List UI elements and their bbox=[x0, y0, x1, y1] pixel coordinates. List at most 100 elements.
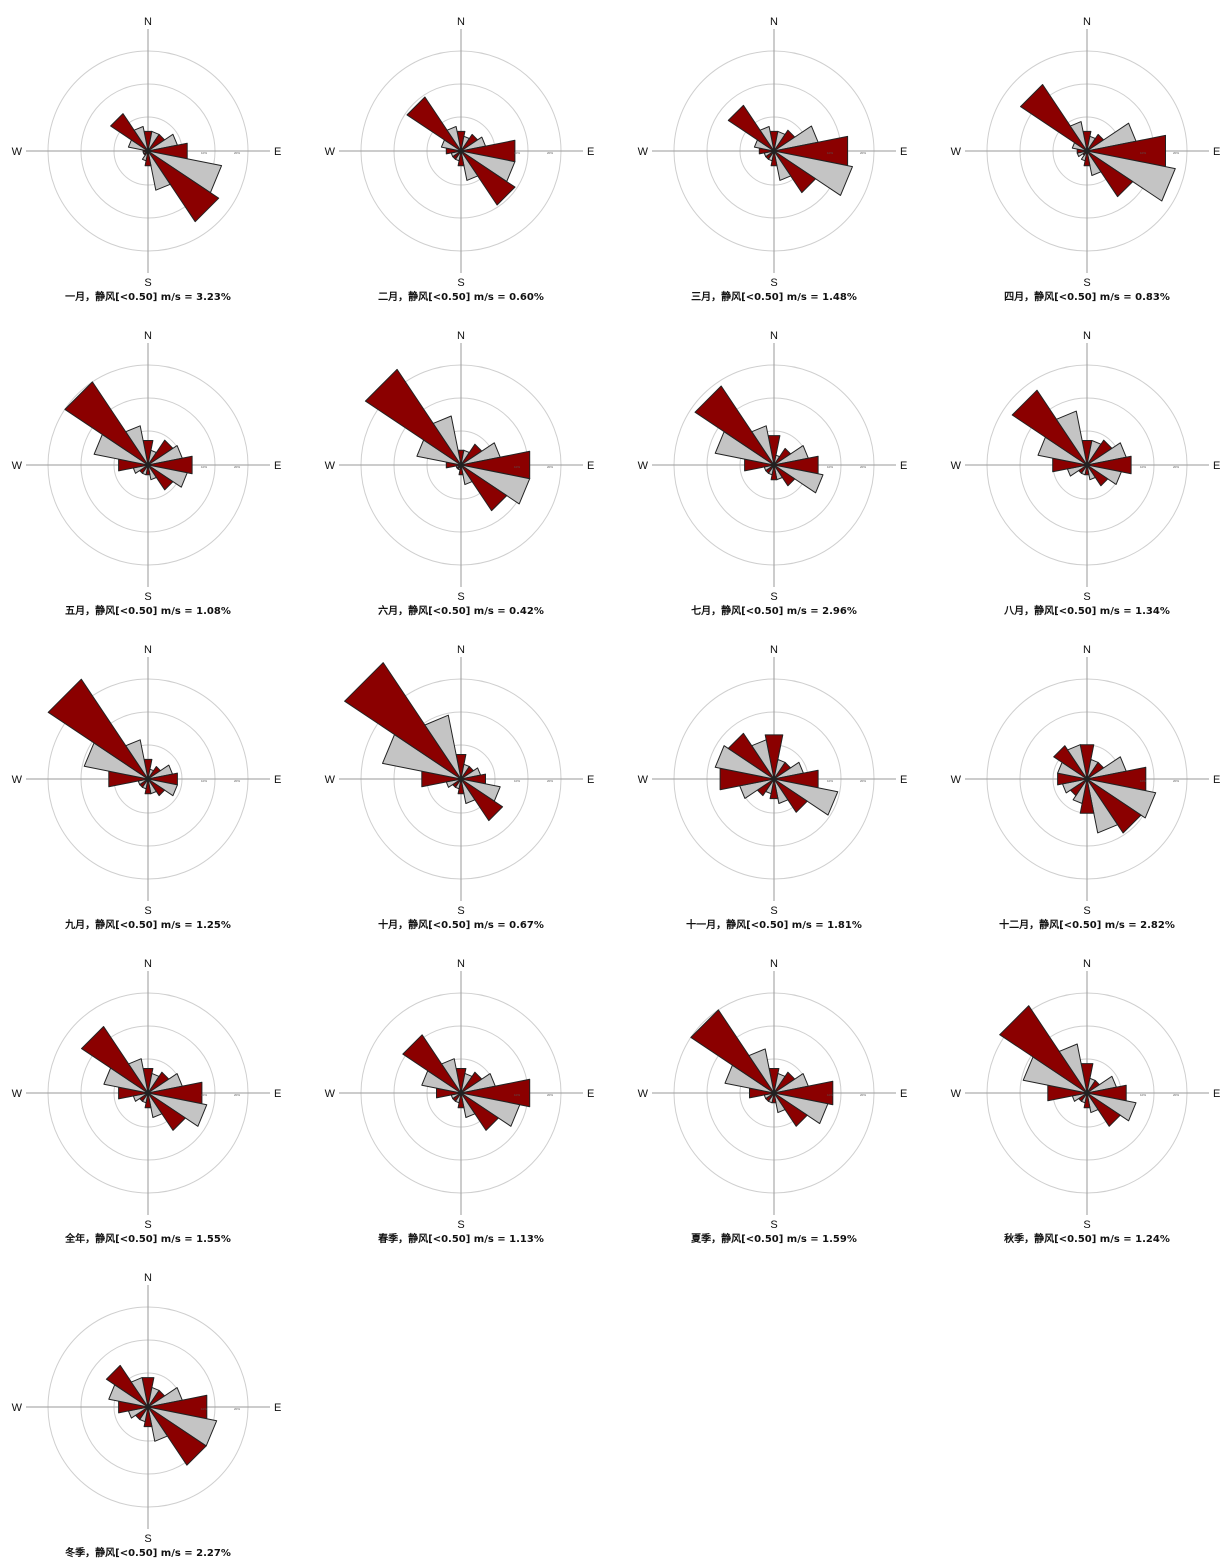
panel-caption: 冬季，静风[<0.50] m/s = 2.27% bbox=[65, 1546, 231, 1559]
south-label: S bbox=[457, 277, 464, 289]
ring-label: 20% bbox=[547, 151, 553, 155]
ring-label: 20% bbox=[860, 465, 866, 469]
panel-caption: 十二月，静风[<0.50] m/s = 2.82% bbox=[999, 918, 1175, 931]
wind-petal-SE bbox=[460, 464, 508, 512]
south-label: S bbox=[1083, 1219, 1090, 1231]
panel-caption: 夏季，静风[<0.50] m/s = 1.59% bbox=[690, 1232, 857, 1245]
wind-petal-NNW bbox=[1055, 410, 1088, 466]
ring-label: 20% bbox=[860, 151, 866, 155]
east-label: E bbox=[900, 1088, 907, 1100]
ring-label: 10% bbox=[201, 151, 207, 155]
west-label: W bbox=[638, 1088, 649, 1100]
wind-petal-NNW bbox=[1058, 1043, 1088, 1094]
wind-petal-NNW bbox=[759, 126, 775, 152]
south-label: S bbox=[457, 591, 464, 603]
wind-rose-panel: 10% 20% N S E W 七月，静风[<0.50] m/s = 2.96% bbox=[638, 330, 908, 617]
ring-label: 20% bbox=[234, 151, 240, 155]
wind-petal-SE bbox=[1086, 150, 1134, 198]
west-label: W bbox=[638, 774, 649, 786]
east-label: E bbox=[587, 1088, 594, 1100]
wind-petal-NNW bbox=[1067, 744, 1088, 780]
north-label: N bbox=[144, 330, 152, 342]
east-label: E bbox=[1213, 774, 1220, 786]
wind-petal-NNW bbox=[424, 714, 462, 780]
wind-petal-NNW bbox=[125, 739, 149, 780]
wind-petal-NW bbox=[64, 381, 149, 466]
south-label: S bbox=[1083, 277, 1090, 289]
panel-caption: 四月，静风[<0.50] m/s = 0.83% bbox=[1004, 290, 1170, 303]
wind-petal-NNW bbox=[1069, 121, 1088, 152]
wind-petal-NNW bbox=[432, 415, 462, 466]
ring-label: 20% bbox=[1173, 151, 1179, 155]
wind-petal-NNW bbox=[751, 739, 775, 780]
ring-label: 20% bbox=[1173, 465, 1179, 469]
ring-label: 10% bbox=[1140, 151, 1146, 155]
south-label: S bbox=[1083, 905, 1090, 917]
wind-petal-NNW bbox=[128, 1058, 149, 1094]
ring-label: 10% bbox=[514, 151, 520, 155]
west-label: W bbox=[12, 146, 23, 158]
wind-rose-panel: 10% 20% N S E W 夏季，静风[<0.50] m/s = 1.59% bbox=[638, 958, 908, 1245]
wind-petal-NW bbox=[690, 1009, 775, 1094]
wind-petal-SE bbox=[147, 150, 220, 223]
west-label: W bbox=[638, 460, 649, 472]
south-label: S bbox=[770, 591, 777, 603]
south-label: S bbox=[457, 905, 464, 917]
south-label: S bbox=[770, 277, 777, 289]
wind-rose-panel: 10% 20% N S E W 八月，静风[<0.50] m/s = 1.34% bbox=[951, 330, 1220, 617]
west-label: W bbox=[12, 460, 23, 472]
north-label: N bbox=[457, 958, 465, 970]
west-label: W bbox=[12, 1088, 23, 1100]
north-label: N bbox=[1083, 330, 1091, 342]
ring-label: 20% bbox=[234, 1407, 240, 1411]
north-label: N bbox=[144, 16, 152, 28]
wind-petal-SSE bbox=[147, 150, 171, 191]
wind-petal-NW bbox=[406, 96, 462, 152]
west-label: W bbox=[951, 460, 962, 472]
east-label: E bbox=[274, 1402, 281, 1414]
south-label: S bbox=[144, 1219, 151, 1231]
ring-label: 20% bbox=[1173, 779, 1179, 783]
panel-caption: 秋季，静风[<0.50] m/s = 1.24% bbox=[1004, 1232, 1170, 1245]
ring-label: 10% bbox=[201, 1093, 207, 1097]
ring-label: 10% bbox=[827, 1093, 833, 1097]
panel-caption: 十一月，静风[<0.50] m/s = 1.81% bbox=[686, 918, 862, 931]
ring-label: 20% bbox=[547, 1093, 553, 1097]
north-label: N bbox=[770, 16, 778, 28]
panel-caption: 五月，静风[<0.50] m/s = 1.08% bbox=[65, 604, 231, 617]
panel-caption: 三月，静风[<0.50] m/s = 1.48% bbox=[691, 290, 857, 303]
panel-caption: 十月，静风[<0.50] m/s = 0.67% bbox=[378, 918, 544, 931]
wind-petal-NNW bbox=[133, 126, 149, 152]
wind-petal-NNW bbox=[130, 1377, 149, 1408]
ring-label: 10% bbox=[1140, 1093, 1146, 1097]
panel-caption: 六月，静风[<0.50] m/s = 0.42% bbox=[378, 604, 544, 617]
wind-petal-NW bbox=[364, 368, 462, 466]
panel-caption: 八月，静风[<0.50] m/s = 1.34% bbox=[1003, 604, 1170, 617]
ring-label: 10% bbox=[201, 465, 207, 469]
east-label: E bbox=[900, 774, 907, 786]
west-label: W bbox=[12, 774, 23, 786]
wind-rose-panel: 10% 20% N S E W 六月，静风[<0.50] m/s = 0.42% bbox=[325, 330, 595, 617]
east-label: E bbox=[274, 146, 281, 158]
wind-petal-NW bbox=[344, 662, 462, 780]
east-label: E bbox=[587, 774, 594, 786]
east-label: E bbox=[1213, 146, 1220, 158]
ring-label: 10% bbox=[514, 465, 520, 469]
east-label: E bbox=[274, 1088, 281, 1100]
wind-petal-NW bbox=[727, 104, 775, 152]
wind-petal-NNW bbox=[446, 126, 462, 152]
wind-petal-NW bbox=[47, 678, 149, 780]
east-label: E bbox=[587, 146, 594, 158]
wind-rose-panel: 10% 20% N S E W 一月，静风[<0.50] m/s = 3.23% bbox=[12, 16, 282, 303]
north-label: N bbox=[770, 330, 778, 342]
ring-label: 10% bbox=[514, 779, 520, 783]
south-label: S bbox=[144, 905, 151, 917]
wind-rose-panel: 10% 20% N S E W 全年，静风[<0.50] m/s = 1.55% bbox=[12, 958, 282, 1245]
ring-label: 10% bbox=[514, 1093, 520, 1097]
wind-petal-NW bbox=[1020, 84, 1088, 152]
east-label: E bbox=[274, 460, 281, 472]
wind-petal-NNW bbox=[751, 425, 775, 466]
wind-petal-NW bbox=[694, 385, 775, 466]
ring-label: 10% bbox=[827, 779, 833, 783]
